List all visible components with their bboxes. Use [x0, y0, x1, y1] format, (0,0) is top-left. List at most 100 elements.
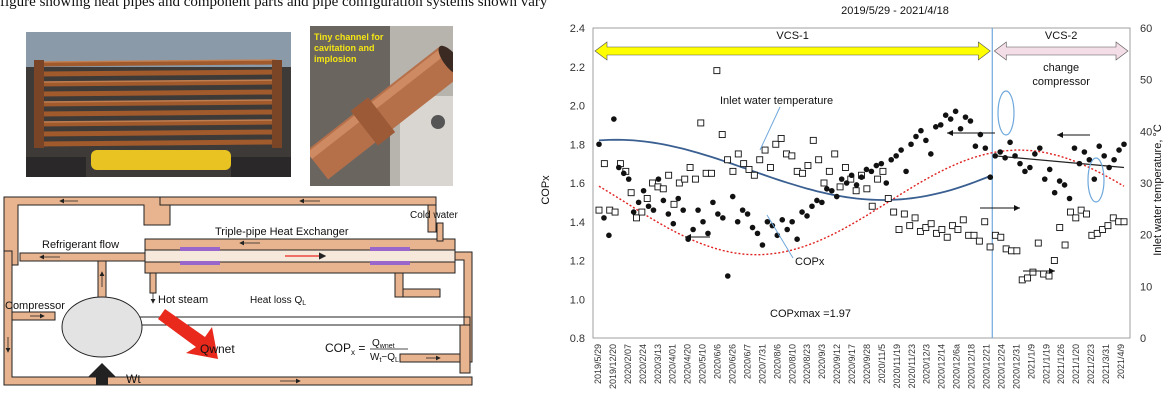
- copx-point: [616, 164, 622, 171]
- inlet-temp-point: [820, 179, 828, 187]
- inlet-temp-point: [761, 146, 769, 154]
- inlet-temp-point: [718, 131, 726, 139]
- vcs2-label: VCS-2: [1045, 30, 1077, 42]
- inlet-temp-point: [879, 167, 887, 175]
- x-tick-label: 2020/2/07: [623, 344, 633, 384]
- copx-point: [883, 180, 890, 186]
- x-tick-label: 2020/6/26: [727, 344, 737, 384]
- copx-point: [932, 124, 939, 130]
- inlet-temp-point: [852, 187, 860, 195]
- inlet-temp-point: [943, 233, 951, 241]
- copx-point: [1116, 147, 1122, 153]
- y2-tick-label: 30: [1140, 178, 1152, 190]
- copx-point: [972, 143, 979, 149]
- copx-point: [700, 218, 706, 225]
- vcs2-highlight-ellipse: [1087, 157, 1105, 203]
- inlet-temp-point: [916, 227, 924, 235]
- inlet-temp-point: [927, 220, 935, 228]
- inlet-temp-point: [954, 226, 962, 233]
- inlet-temp-point: [1077, 206, 1085, 214]
- x-tick-label: 2020/12/14: [937, 344, 947, 389]
- copx-annotation: COPx: [795, 256, 825, 268]
- copx-point: [824, 186, 830, 192]
- inlet-temp-point: [1099, 226, 1107, 233]
- x-tick-label: 2021/1/26: [1056, 344, 1066, 384]
- copx-point: [819, 199, 825, 206]
- x-tick-label: 2021/3/31: [1101, 344, 1111, 384]
- copx-point: [640, 187, 647, 194]
- copx-point: [913, 133, 919, 140]
- inlet-temp-point: [708, 169, 715, 177]
- copx-point: [1007, 139, 1013, 146]
- inlet-temp-annotation: Inlet water temperature: [720, 95, 833, 107]
- x-tick-label: 2020/3/13: [653, 344, 663, 384]
- copx-point: [1071, 145, 1078, 151]
- copx-point: [630, 209, 637, 215]
- copx-point: [794, 236, 800, 242]
- vcs1-label: VCS-1: [776, 30, 808, 42]
- x-tick-label: 2020/4/20: [683, 344, 693, 384]
- x-tick-label: 2020/12/31: [1011, 344, 1021, 389]
- inlet-temp-point: [804, 162, 812, 170]
- pipe-channel-photo: Tiny channel for cavitation and implosio…: [310, 26, 453, 186]
- inlet-temp-point: [595, 206, 603, 214]
- inlet-temp-point: [1013, 247, 1021, 255]
- x-tick-label: 2020/11/23: [907, 344, 917, 388]
- inlet-temp-point: [729, 167, 737, 175]
- x-tick-label: 2020/5/10: [698, 344, 708, 384]
- inlet-temp-point: [697, 119, 705, 127]
- x-tick-label: 2020/9/3: [817, 344, 827, 379]
- copx-point: [789, 218, 795, 225]
- copx-point: [903, 168, 909, 175]
- y2-axis-label: Inlet water temperature, °C: [1152, 124, 1164, 256]
- copx-point: [744, 211, 751, 217]
- y-axis-label: COPx: [540, 175, 552, 205]
- y-tick-label: 2.4: [570, 23, 585, 35]
- copxmax-annotation: COPxmax =1.97: [770, 308, 851, 320]
- copx-point: [878, 160, 885, 167]
- inlet-temp-point: [670, 200, 678, 208]
- copx-point: [675, 195, 682, 202]
- inlet-temp-point: [975, 237, 983, 245]
- inlet-temp-point: [1061, 241, 1069, 249]
- inlet-temp-point: [933, 229, 940, 237]
- inlet-temp-point: [922, 224, 930, 232]
- copx-point: [720, 215, 726, 221]
- copx-point: [848, 172, 855, 179]
- inlet-temp-point: [691, 175, 699, 183]
- heat-loss-label: Heat loss QL: [250, 295, 306, 307]
- copx-point: [784, 226, 791, 233]
- inlet-temp-point: [633, 214, 640, 222]
- inlet-temp-point: [734, 150, 742, 158]
- y2-tick-label: 0: [1140, 333, 1146, 345]
- copx-point: [1037, 145, 1043, 151]
- copx-point: [962, 114, 969, 120]
- copx-point: [705, 230, 711, 237]
- y-tick-label: 1.2: [570, 256, 585, 268]
- inlet-temp-point: [681, 175, 689, 183]
- y-tick-label: 1.0: [570, 294, 585, 306]
- copx-point: [918, 127, 924, 134]
- copx-point: [1027, 164, 1033, 171]
- copx-point: [1101, 153, 1107, 159]
- x-tick-label: 2021/1/9: [1026, 344, 1036, 379]
- copx-point: [665, 211, 672, 217]
- page-text-top: figure showing heat pipes and component …: [0, 0, 548, 10]
- copx-point: [645, 203, 652, 210]
- inlet-temp-point: [895, 226, 903, 233]
- inlet-temp-point: [938, 226, 946, 233]
- inlet-temp-point: [815, 156, 823, 164]
- copx-point: [611, 116, 617, 122]
- copx-point: [764, 218, 771, 225]
- inlet-temp-point: [1056, 224, 1064, 232]
- y2-tick-label: 40: [1140, 126, 1152, 138]
- copx-point: [749, 224, 756, 231]
- inlet-temp-point: [772, 140, 780, 148]
- cold-water-label: Cold water: [410, 210, 458, 221]
- copx-point: [710, 199, 716, 206]
- svg-text:Wt−QL: Wt−QL: [370, 352, 399, 364]
- copx-point: [1056, 178, 1063, 184]
- vcs1-region-arrow: [594, 41, 991, 61]
- inlet-temp-point: [841, 164, 849, 171]
- compressor-label: Compressor: [5, 300, 65, 312]
